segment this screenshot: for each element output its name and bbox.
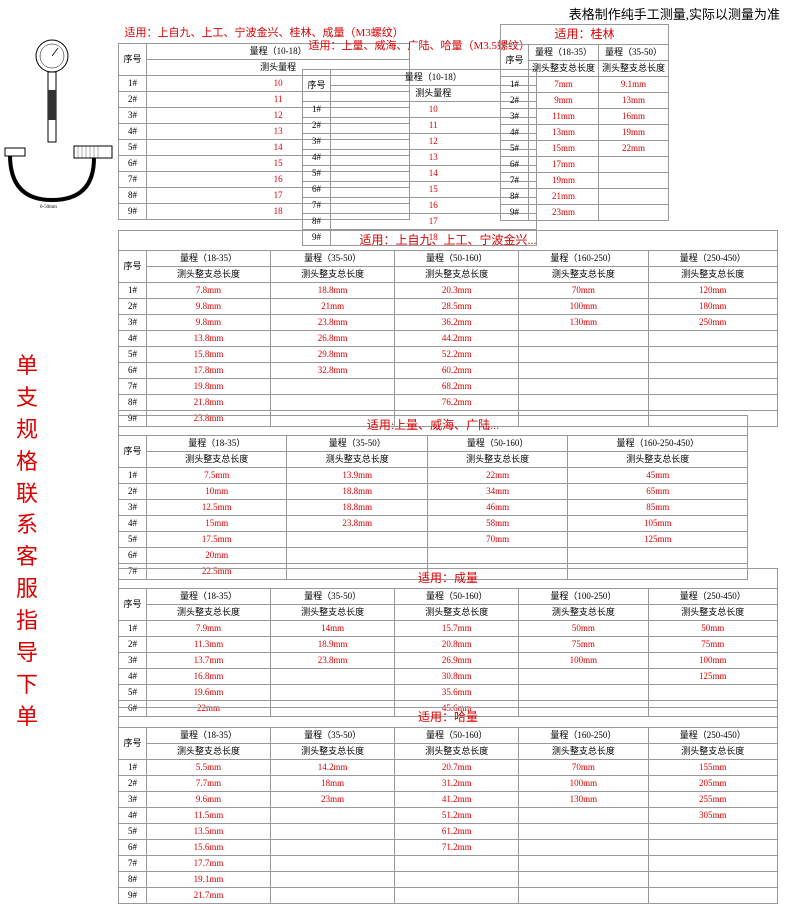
table-row: 1#7.5mm13.9mm22mm45mm xyxy=(119,468,748,484)
table-row: 5#15.8mm29.8mm52.2mm xyxy=(119,347,778,363)
table-row: 7#19mm xyxy=(501,173,669,189)
table-5: 适用：哈量 序号量程（18-35）量程（35-50）量程（50-160）量程（1… xyxy=(118,707,778,904)
table-row: 1#7mm9.1mm xyxy=(501,77,669,93)
table-row: 1#5.5mm14.2mm20.7mm70mm155mm xyxy=(119,760,778,776)
table-row: 7#19.8mm68.2mm xyxy=(119,379,778,395)
table-row: 6#15.6mm71.2mm xyxy=(119,840,778,856)
table-guilin: 适用：桂林 序号量程（18-35）量程（35-50） 测头整支总长度测头整支总长… xyxy=(500,24,669,221)
table-row: 2#9mm13mm xyxy=(501,93,669,109)
table-row: 8#19.1mm xyxy=(119,872,778,888)
table-row: 6#17mm xyxy=(501,157,669,173)
table-row: 3#12.5mm18.8mm46mm85mm xyxy=(119,500,748,516)
table-row: 2#11.3mm18.9mm20.8mm75mm75mm xyxy=(119,637,778,653)
bore-gauge-illustration: 0-50mm xyxy=(0,30,115,210)
table-row: 9#21.7mm xyxy=(119,888,778,904)
table-row: 5#17.5mm70mm125mm xyxy=(119,532,748,548)
table-row: 2#7.7mm18mm31.2mm100mm205mm xyxy=(119,776,778,792)
table-row: 5#13.5mm61.2mm xyxy=(119,824,778,840)
table-row: 2#10mm18.8mm34mm65mm xyxy=(119,484,748,500)
table-row: 1#7.9mm14mm15.7mm50mm50mm xyxy=(119,621,778,637)
table-row: 5#19.6mm35.6mm xyxy=(119,685,778,701)
table-row: 4#13.8mm26.8mm44.2mm xyxy=(119,331,778,347)
table-row: 4#15mm23.8mm58mm105mm xyxy=(119,516,748,532)
top-note: 表格制作纯手工测量,实际以测量为准 xyxy=(569,4,780,23)
table-row: 2#9.8mm21mm28.5mm100mm180mm xyxy=(119,299,778,315)
svg-text:0-50mm: 0-50mm xyxy=(40,205,57,210)
table-row: 4#16.8mm30.8mm125mm xyxy=(119,669,778,685)
table-row: 9#23mm xyxy=(501,205,669,221)
table-4: 适用：成量 序号量程（18-35）量程（35-50）量程（50-160）量程（1… xyxy=(118,568,778,717)
table-row: 1#7.8mm18.8mm20.3mm70mm120mm xyxy=(119,283,778,299)
table-row: 3#11mm16mm xyxy=(501,109,669,125)
vertical-caption: 单支规格联系客服指导下单 xyxy=(14,350,40,733)
table-row: 3#13.7mm23.8mm26.9mm100mm100mm xyxy=(119,653,778,669)
table-row: 5#15mm22mm xyxy=(501,141,669,157)
table-3: 适用:上量、威海、广陆... 序号量程（18-35）量程（35-50）量程（50… xyxy=(118,415,748,580)
table-row: 7#17.7mm xyxy=(119,856,778,872)
table-row: 8#21mm xyxy=(501,189,669,205)
table-row: 4#11.5mm51.2mm305mm xyxy=(119,808,778,824)
table-row: 6#20mm xyxy=(119,548,748,564)
table-row: 6#17.8mm32.8mm60.2mm xyxy=(119,363,778,379)
table-row: 4#13mm19mm xyxy=(501,125,669,141)
table-row: 8#21.8mm76.2mm xyxy=(119,395,778,411)
table-row: 3#9.8mm23.8mm36.2mm130mm250mm xyxy=(119,315,778,331)
table-2: 适用：上自九、上工、宁波金兴... 序号量程（18-35）量程（35-50）量程… xyxy=(118,230,778,427)
